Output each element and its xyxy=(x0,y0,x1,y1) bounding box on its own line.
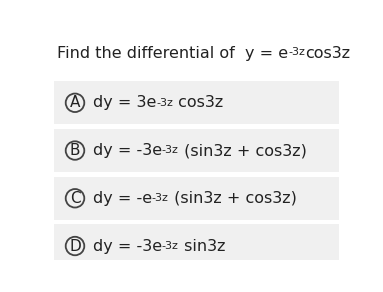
Text: (sin3z + cos3z): (sin3z + cos3z) xyxy=(179,143,307,158)
Text: -3z: -3z xyxy=(162,241,179,251)
FancyBboxPatch shape xyxy=(54,129,339,172)
Text: -3z: -3z xyxy=(288,47,305,58)
Text: (sin3z + cos3z): (sin3z + cos3z) xyxy=(169,191,297,206)
Text: dy = 3e: dy = 3e xyxy=(93,95,156,110)
Text: dy = -e: dy = -e xyxy=(93,191,152,206)
Text: cos3z: cos3z xyxy=(305,46,350,61)
Text: B: B xyxy=(70,143,80,158)
Text: C: C xyxy=(70,191,80,206)
Text: -3z: -3z xyxy=(156,98,173,108)
Text: sin3z: sin3z xyxy=(179,239,225,253)
FancyBboxPatch shape xyxy=(54,225,339,267)
FancyBboxPatch shape xyxy=(54,177,339,220)
Text: dy = -3e: dy = -3e xyxy=(93,239,162,253)
Text: dy = -3e: dy = -3e xyxy=(93,143,162,158)
Text: -3z: -3z xyxy=(162,145,179,155)
Text: -3z: -3z xyxy=(152,193,169,203)
Text: D: D xyxy=(69,239,81,253)
FancyBboxPatch shape xyxy=(54,81,339,124)
Text: cos3z: cos3z xyxy=(173,95,223,110)
Text: A: A xyxy=(70,95,80,110)
Text: Find the differential of  y = e: Find the differential of y = e xyxy=(57,46,288,61)
